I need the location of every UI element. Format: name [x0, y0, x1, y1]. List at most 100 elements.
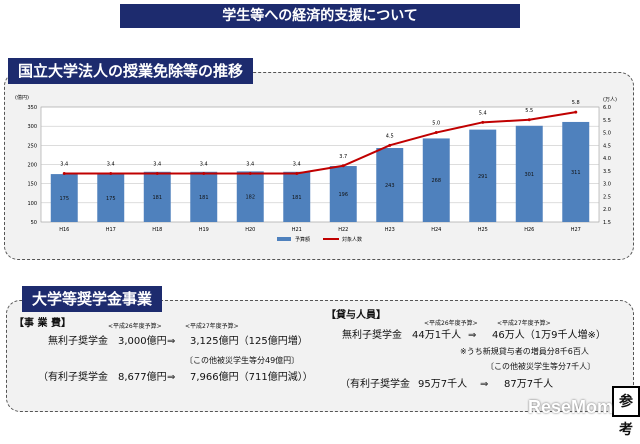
- right-tick-label: 3.5: [603, 169, 611, 175]
- bar-data-label: 311: [571, 170, 581, 176]
- recipients-row1-to: 46万人（1万9千人増※）: [492, 330, 606, 341]
- right-tick-label: 4.0: [603, 156, 611, 162]
- line-data-label: 3.4: [153, 161, 161, 167]
- x-tick-label: H25: [478, 227, 488, 233]
- cost-row1-label: 無利子奨学金: [48, 336, 108, 347]
- line-point: [527, 118, 531, 122]
- bar-data-label: 181: [152, 195, 162, 201]
- legend-label: 予算額: [295, 236, 310, 243]
- x-tick-label: H20: [245, 227, 255, 233]
- line-point: [202, 171, 206, 175]
- x-tick-label: H21: [292, 227, 302, 233]
- left-tick-label: 100: [27, 201, 37, 207]
- bar-data-label: 301: [524, 172, 534, 178]
- right-tick-label: 1.5: [603, 220, 611, 226]
- right-tick-label: 3.0: [603, 182, 611, 188]
- cost-col2: <平成27年度予算>: [185, 323, 239, 330]
- line-data-label: 3.4: [107, 161, 115, 167]
- x-tick-label: H19: [199, 227, 209, 233]
- section-title-tuition: 国立大学法人の授業免除等の推移: [8, 58, 254, 84]
- recipients-row2-from: 95万7千人: [418, 379, 468, 390]
- section-title-scholarship: 大学等奨学金事業: [22, 286, 163, 312]
- bar: [422, 138, 450, 222]
- x-tick-label: H23: [385, 227, 395, 233]
- arrow: ⇒: [167, 372, 176, 383]
- bar: [376, 148, 404, 222]
- legend-label: 対象人数: [342, 236, 362, 243]
- bar-data-label: 182: [245, 195, 255, 201]
- x-tick-label: H24: [431, 227, 441, 233]
- line-point: [574, 110, 578, 114]
- left-tick-label: 300: [27, 124, 37, 130]
- cost-row1-from: 3,000億円: [118, 336, 167, 347]
- watermark-logo: ReseMom: [528, 397, 614, 417]
- bar: [143, 171, 171, 222]
- right-tick-label: 5.5: [603, 118, 611, 124]
- line-data-label: 4.5: [386, 133, 394, 139]
- cost-row2-to: 7,966億円（711億円減））: [190, 372, 313, 383]
- cost-heading: 【事 業 費】: [14, 318, 71, 329]
- cost-row2-from: 8,677億円: [118, 372, 167, 383]
- line-data-label: 5.0: [432, 121, 440, 127]
- bar: [329, 166, 357, 222]
- left-axis-unit: (億円): [15, 94, 29, 101]
- line-point: [109, 171, 113, 175]
- recipients-heading: 【貸与人員】: [326, 310, 386, 321]
- bar: [97, 174, 125, 222]
- right-tick-label: 6.0: [603, 105, 611, 111]
- bar-data-label: 268: [431, 178, 441, 184]
- x-tick-label: H26: [524, 227, 534, 233]
- line-point: [295, 171, 299, 175]
- side-tab: 参考: [612, 386, 640, 438]
- line-data-label: 5.8: [572, 100, 580, 106]
- line-point: [481, 120, 485, 124]
- recipients-note2: 〔この他被災学生等分7千人〕: [486, 362, 596, 371]
- line-data-label: 5.4: [479, 110, 487, 116]
- chart: 50 100 150 200 250 300 350 1.5 2.0 2.5 3.0 3.5 4.0 4.…: [15, 94, 617, 243]
- legend-swatch-bar: [277, 237, 291, 241]
- bar-data-label: 181: [199, 195, 209, 201]
- page-title: 学生等への経済的支援について: [120, 4, 520, 28]
- left-tick-label: 250: [27, 143, 37, 149]
- recipients-col2: <平成27年度予算>: [497, 320, 551, 327]
- line-point: [341, 164, 345, 168]
- recipients-row2-to: 87万7千人: [504, 379, 554, 390]
- line-point: [62, 171, 66, 175]
- cost-row2-label: （有利子奨学金: [38, 372, 108, 383]
- line-data-label: 3.7: [339, 154, 347, 160]
- arrow: ⇒: [480, 379, 489, 390]
- recipients-col1: <平成26年度予算>: [424, 320, 478, 327]
- cost-col1: <平成26年度予算>: [108, 323, 162, 330]
- line-point: [155, 171, 159, 175]
- bar: [190, 171, 218, 222]
- x-tick-label: H17: [106, 227, 116, 233]
- bar-data-label: 175: [106, 196, 116, 202]
- left-tick-label: 50: [31, 220, 37, 226]
- line-point: [434, 131, 438, 135]
- bar: [236, 171, 264, 222]
- arrow: ⇒: [167, 336, 176, 347]
- x-tick-label: H18: [152, 227, 162, 233]
- left-tick-label: 350: [27, 105, 37, 111]
- line-point: [388, 143, 392, 147]
- right-axis-unit: (万人): [603, 97, 617, 103]
- recipients-row1-from: 44万1千人: [412, 330, 462, 341]
- x-tick-label: H27: [571, 227, 581, 233]
- right-tick-label: 2.0: [603, 207, 611, 213]
- line-data-label: 3.4: [200, 161, 208, 167]
- bar-data-label: 175: [59, 196, 69, 202]
- recipients-note1: ※うち新規貸与者の増員分8千6百人: [460, 347, 589, 356]
- bar-data-label: 181: [292, 195, 302, 201]
- bar-data-label: 291: [478, 174, 488, 180]
- left-tick-label: 200: [27, 163, 37, 169]
- line-series: [64, 111, 576, 175]
- scholarship-panel: [6, 300, 634, 412]
- bar: [469, 129, 497, 222]
- cost-row1-to: 3,125億円（125億円増）: [190, 336, 308, 347]
- line-point: [248, 171, 252, 175]
- x-tick-label: H16: [59, 227, 69, 233]
- arrow: ⇒: [468, 330, 477, 341]
- bar: [515, 125, 543, 222]
- line-data-label: 5.5: [525, 108, 533, 114]
- line-data-label: 3.4: [293, 161, 301, 167]
